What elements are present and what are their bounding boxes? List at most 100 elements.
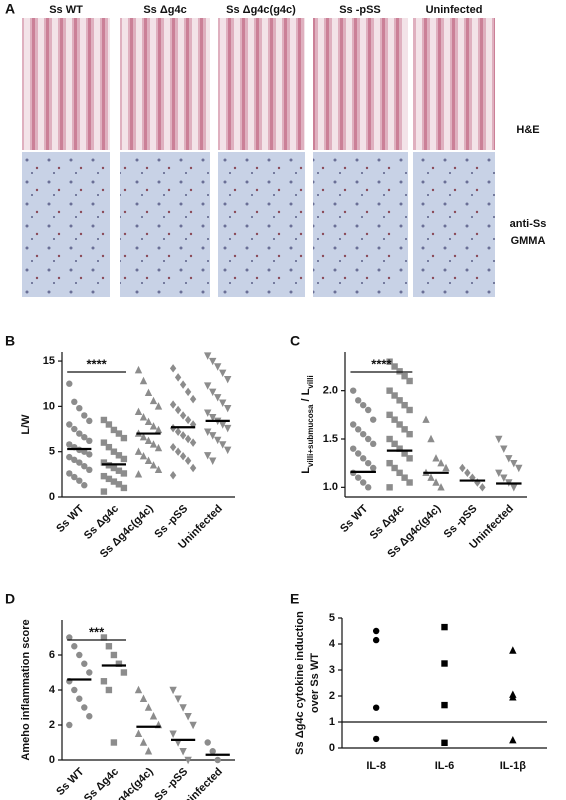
- data-point: [115, 430, 123, 437]
- data-point: [100, 678, 108, 685]
- data-point: [495, 435, 503, 444]
- data-point: [154, 465, 163, 474]
- data-point: [184, 756, 192, 765]
- data-point: [189, 394, 197, 404]
- y-axis-label-part: villi+submucosa: [306, 404, 315, 467]
- row-label: H&E: [516, 124, 539, 136]
- data-point: [100, 472, 108, 480]
- data-point: [81, 448, 88, 455]
- y-tick-label: 2: [329, 690, 335, 702]
- data-point: [350, 421, 357, 428]
- data-point: [76, 651, 83, 659]
- data-point: [396, 469, 403, 477]
- data-point: [204, 382, 212, 390]
- data-point: [370, 440, 377, 448]
- significance-label: ***: [89, 624, 105, 639]
- data-point: [174, 373, 182, 382]
- data-point: [184, 387, 192, 397]
- data-point: [437, 458, 445, 467]
- data-point: [76, 404, 83, 412]
- data-point: [100, 416, 108, 424]
- data-point: [500, 474, 508, 482]
- data-point: [154, 443, 163, 452]
- data-point: [110, 478, 118, 485]
- data-point: [365, 459, 372, 467]
- data-point: [144, 703, 153, 711]
- data-point: [86, 451, 93, 458]
- data-point: [66, 470, 73, 477]
- column-label: Ss WT: [49, 4, 83, 16]
- data-point: [189, 438, 197, 447]
- data-point: [219, 399, 227, 407]
- data-point: [179, 748, 187, 756]
- data-point: [154, 425, 163, 434]
- data-point: [442, 463, 450, 472]
- data-point: [509, 646, 517, 654]
- data-point: [386, 459, 393, 467]
- data-point: [406, 377, 413, 385]
- data-point: [179, 452, 187, 461]
- data-point: [224, 446, 232, 455]
- data-point: [105, 443, 113, 451]
- data-point: [86, 417, 93, 425]
- panel-letter: A: [5, 1, 15, 17]
- data-point: [110, 739, 118, 746]
- data-point: [144, 747, 153, 755]
- data-point: [209, 388, 217, 397]
- y-axis-label-part: villi: [306, 375, 315, 388]
- data-point: [219, 441, 227, 449]
- y-axis-label-part: L/W: [20, 414, 32, 435]
- data-point: [134, 447, 143, 455]
- data-point: [372, 636, 380, 644]
- y-tick-label: 15: [43, 355, 55, 367]
- data-point: [120, 434, 128, 442]
- data-point: [406, 430, 413, 438]
- data-point: [66, 721, 73, 729]
- data-point: [71, 686, 78, 694]
- data-point: [144, 456, 153, 464]
- y-tick-label: 3: [329, 664, 335, 676]
- data-point: [115, 452, 123, 459]
- data-point: [110, 464, 118, 472]
- data-point: [515, 464, 523, 473]
- data-point: [432, 454, 440, 462]
- panel-letter: B: [5, 333, 15, 349]
- data-point: [134, 685, 143, 694]
- y-tick-label: 0: [329, 742, 335, 754]
- data-point: [441, 660, 448, 667]
- x-tick-label: IL-6: [435, 760, 455, 772]
- data-point: [204, 409, 212, 417]
- data-point: [214, 436, 222, 445]
- data-point: [396, 368, 403, 375]
- data-point: [391, 464, 398, 472]
- data-point: [372, 627, 380, 635]
- data-point: [169, 400, 177, 409]
- data-point: [110, 426, 118, 434]
- data-point: [100, 439, 108, 446]
- data-point: [432, 478, 440, 486]
- data-point: [105, 475, 113, 483]
- data-point: [406, 479, 413, 486]
- y-axis-label: Ss Δg4c cytokine induction: [294, 611, 306, 755]
- y-axis-label: L/W: [20, 414, 32, 435]
- data-point: [386, 411, 393, 419]
- data-point: [401, 426, 408, 433]
- chart-panel: E 0 1 2 3 4 5 Ss Δg4c cytokine induction over Ss…: [290, 591, 547, 772]
- y-tick-label: 5: [49, 446, 55, 458]
- data-point: [120, 470, 128, 477]
- y-axis-label-part: Ameho inflammation score: [20, 619, 32, 760]
- data-point: [391, 363, 398, 370]
- data-point: [179, 380, 187, 389]
- data-point: [81, 482, 88, 489]
- data-point: [422, 415, 430, 423]
- row-label: anti-Ss: [510, 218, 547, 230]
- data-point: [169, 730, 177, 738]
- data-point: [214, 394, 222, 402]
- data-point: [76, 477, 83, 484]
- panel-letter: D: [5, 591, 15, 607]
- data-point: [510, 484, 518, 492]
- row-label: GMMA: [511, 235, 546, 247]
- data-point: [391, 416, 398, 423]
